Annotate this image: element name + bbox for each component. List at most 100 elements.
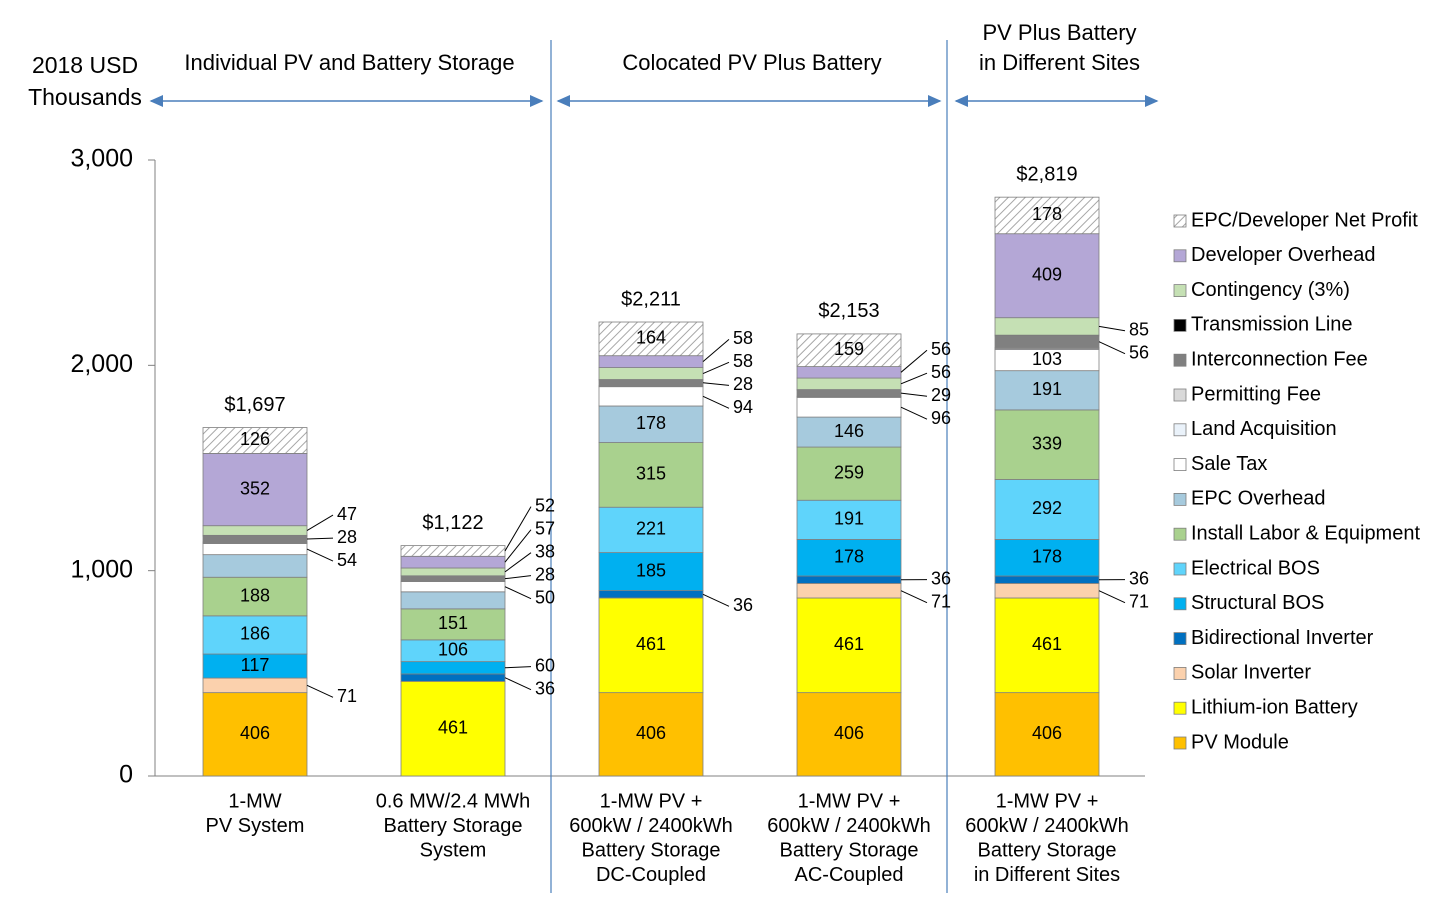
legend-swatch (1173, 736, 1187, 750)
segment-label: 406 (834, 723, 864, 743)
segment-label: 178 (1032, 546, 1062, 566)
segment-label: 54 (337, 550, 357, 570)
segment-label: 406 (240, 723, 270, 743)
bar-segment (598, 597, 704, 694)
bar-segment (598, 506, 704, 553)
bar-segment (202, 653, 308, 679)
leader-line (504, 575, 532, 580)
leader-line (702, 361, 730, 375)
leader-line (504, 677, 532, 691)
bar-segment (202, 692, 308, 777)
total-label: $2,153 (818, 300, 879, 322)
legend-swatch (1173, 353, 1187, 367)
segment-label: 36 (931, 568, 951, 588)
segment-label: 186 (240, 624, 270, 644)
segment-label: 85 (1129, 319, 1149, 339)
bar-segment (796, 366, 902, 379)
segment-label: 60 (535, 655, 555, 675)
bar-segment (202, 543, 308, 556)
leader-line (702, 395, 730, 409)
x-tick-label: Battery Storage (978, 839, 1117, 861)
leader-line (702, 593, 730, 607)
segment-label: 28 (535, 564, 555, 584)
segment-label: 164 (636, 328, 666, 348)
segment-label: 36 (733, 595, 753, 615)
segment-label: 56 (931, 339, 951, 359)
leader-line (306, 684, 334, 698)
x-tick-label: Battery Storage (582, 839, 721, 861)
bar-segment (796, 333, 902, 367)
segment-label: 406 (1032, 723, 1062, 743)
bar-segment (598, 442, 704, 508)
legend-label: PV Module (1191, 731, 1289, 753)
bar-segment (400, 591, 506, 610)
total-label: $2,211 (621, 288, 681, 310)
bar-segment (994, 335, 1100, 348)
x-tick-label: 1-MW (228, 790, 281, 812)
legend-swatch (1173, 667, 1187, 680)
leader-line (306, 537, 334, 540)
bar-segment (994, 479, 1100, 540)
bar-segment (202, 427, 308, 454)
segment-label: 406 (636, 723, 666, 743)
leader-line (1098, 341, 1126, 355)
bar-segment (202, 535, 308, 543)
bar-segment (400, 661, 506, 675)
bar-segment (400, 575, 506, 582)
legend-swatch (1173, 597, 1187, 611)
x-tick-label: 600kW / 2400kWh (965, 815, 1128, 837)
segment-label: 36 (535, 678, 555, 698)
segment-label: 117 (241, 655, 270, 675)
bar-segment (994, 317, 1100, 336)
bar-segment (202, 615, 308, 655)
segment-label: 50 (535, 587, 555, 607)
leader-line (702, 382, 730, 386)
leader-line (306, 514, 334, 531)
bar-segment (400, 673, 506, 682)
segment-label: 36 (1129, 568, 1149, 588)
segment-label: 56 (1129, 342, 1149, 362)
legend-label: EPC/Developer Net Profit (1191, 209, 1418, 231)
leader-line (1098, 325, 1126, 332)
segment-label: 159 (834, 339, 864, 359)
legend-swatch (1173, 214, 1187, 228)
bar-segment (796, 416, 902, 448)
bar-segment (796, 575, 902, 584)
group-label: PV Plus Battery (982, 20, 1136, 45)
x-tick-label: Battery Storage (384, 815, 523, 837)
legend-label: Install Labor & Equipment (1191, 522, 1420, 544)
bar-segment (994, 370, 1100, 411)
bar-segment (202, 576, 308, 617)
total-label: $1,697 (224, 394, 285, 416)
segment-label: 103 (1032, 349, 1062, 369)
segment-label: 352 (240, 478, 270, 498)
legend-swatch (1173, 318, 1187, 332)
legend-swatch (1173, 423, 1187, 437)
segment-label: 71 (931, 591, 951, 611)
legend-swatch (1173, 527, 1187, 541)
bar-segment (994, 539, 1100, 577)
y-tick-label: 2,000 (70, 350, 133, 378)
segment-label: 29 (931, 385, 951, 405)
x-tick-label: PV System (206, 815, 305, 837)
x-tick-label: 1-MW PV + (996, 790, 1099, 812)
group-label: Colocated PV Plus Battery (622, 50, 881, 75)
segment-label: 94 (733, 397, 753, 417)
segment-label: 339 (1032, 433, 1062, 453)
leader-line (702, 338, 730, 363)
legend-label: Permitting Fee (1191, 383, 1321, 405)
bar-segment (796, 499, 902, 540)
leader-line (900, 372, 928, 385)
segment-label: 28 (337, 527, 357, 547)
legend-swatch (1173, 458, 1187, 472)
bar-segment (598, 692, 704, 777)
bar-segment (994, 575, 1100, 584)
bar-segment (796, 597, 902, 694)
legend-swatch (1173, 701, 1187, 715)
segment-label: 178 (1032, 204, 1062, 224)
legend-label: EPC Overhead (1191, 488, 1326, 510)
segment-label: 461 (834, 634, 864, 654)
bar-segment (202, 525, 308, 536)
bar-segment (796, 389, 902, 397)
bar-segment (202, 677, 308, 694)
